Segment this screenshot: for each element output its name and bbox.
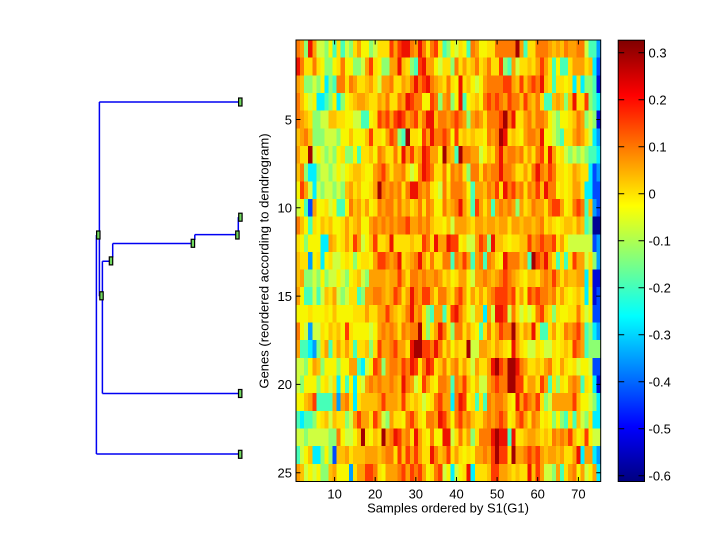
svg-text:0.3: 0.3 bbox=[649, 46, 667, 61]
svg-text:-0.1: -0.1 bbox=[649, 234, 671, 249]
svg-text:10: 10 bbox=[278, 201, 292, 216]
svg-text:70: 70 bbox=[571, 487, 585, 502]
svg-text:-0.2: -0.2 bbox=[649, 281, 671, 296]
svg-text:0.1: 0.1 bbox=[649, 140, 667, 155]
svg-text:5: 5 bbox=[285, 112, 292, 127]
svg-text:0.2: 0.2 bbox=[649, 93, 667, 108]
svg-text:20: 20 bbox=[368, 487, 382, 502]
svg-text:10: 10 bbox=[327, 487, 341, 502]
svg-text:0: 0 bbox=[649, 187, 656, 202]
svg-text:Samples ordered by S1(G1): Samples ordered by S1(G1) bbox=[367, 501, 529, 516]
svg-text:15: 15 bbox=[278, 289, 292, 304]
svg-text:-0.4: -0.4 bbox=[649, 375, 671, 390]
svg-text:30: 30 bbox=[409, 487, 423, 502]
svg-text:40: 40 bbox=[449, 487, 463, 502]
svg-text:-0.3: -0.3 bbox=[649, 328, 671, 343]
svg-text:25: 25 bbox=[278, 466, 292, 481]
svg-text:-0.6: -0.6 bbox=[649, 469, 671, 484]
svg-text:60: 60 bbox=[530, 487, 544, 502]
svg-text:20: 20 bbox=[278, 377, 292, 392]
svg-text:Genes (reordered according to: Genes (reordered according to dendrogram… bbox=[257, 133, 272, 388]
svg-text:-0.5: -0.5 bbox=[649, 422, 671, 437]
svg-text:50: 50 bbox=[490, 487, 504, 502]
